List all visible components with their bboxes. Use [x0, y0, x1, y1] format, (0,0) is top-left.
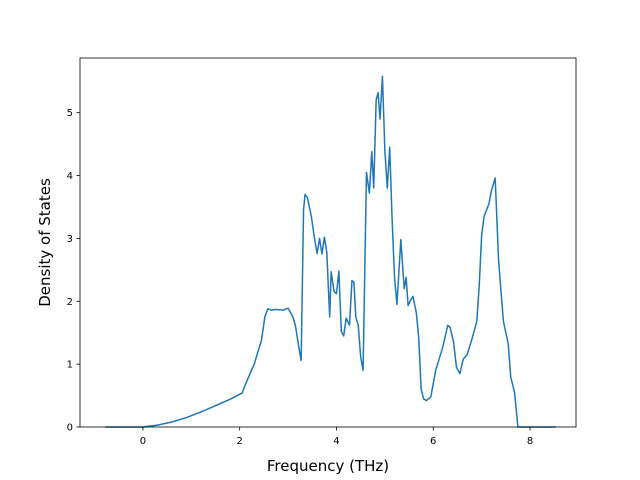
y-tick-label: 4 — [67, 171, 73, 182]
y-tick-label: 3 — [67, 234, 73, 245]
y-tick-label: 1 — [67, 360, 73, 371]
axes-frame — [79, 57, 577, 428]
x-axis-label: Frequency (THz) — [267, 457, 389, 475]
y-tick-label: 5 — [67, 108, 73, 119]
dos-line — [105, 75, 556, 428]
x-tick-label: 8 — [527, 436, 533, 447]
x-tick-label: 4 — [333, 436, 339, 447]
y-tick-layer: 0 1 2 3 4 5 — [67, 108, 80, 434]
x-tick-label: 2 — [237, 436, 243, 447]
y-tick-label: 2 — [67, 297, 73, 308]
y-axis-label: Density of States — [36, 178, 54, 307]
x-tick-label: 0 — [140, 436, 146, 447]
plot-layer — [105, 75, 556, 428]
x-tick-layer: 0 2 4 6 8 — [140, 427, 533, 447]
x-tick-label: 6 — [430, 436, 436, 447]
y-tick-label: 0 — [67, 423, 73, 434]
